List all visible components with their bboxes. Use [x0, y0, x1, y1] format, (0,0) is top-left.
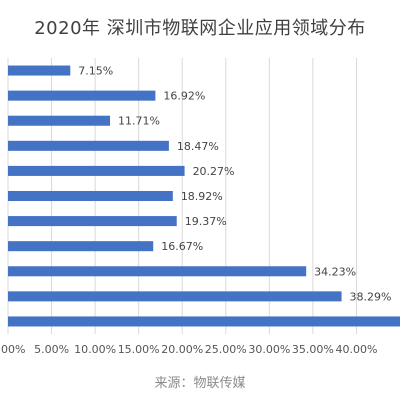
bar-0	[8, 65, 71, 76]
x-tick-label-5: 25.00%	[205, 343, 247, 356]
data-label-3: 18.47%	[177, 140, 219, 153]
data-label-0: 7.15%	[78, 65, 113, 78]
data-label-4: 20.27%	[193, 165, 235, 178]
data-label-9: 38.29%	[350, 290, 392, 303]
bar-1	[8, 90, 156, 101]
data-label-8: 34.23%	[314, 265, 356, 278]
x-tick-label-7: 35.00%	[292, 343, 334, 356]
x-tick-label-3: 15.00%	[118, 343, 160, 356]
x-tick-label-2: 10.00%	[74, 343, 116, 356]
bar-2	[8, 115, 111, 126]
data-label-1: 16.92%	[163, 90, 205, 103]
bar-8	[8, 266, 307, 277]
data-label-2: 11.71%	[118, 115, 160, 128]
bar-4	[8, 165, 185, 176]
chart-title: 2020年 深圳市物联网企业应用领域分布	[34, 18, 366, 39]
x-tick-label-0: 0.00%	[0, 343, 25, 356]
x-tick-label-6: 30.00%	[248, 343, 290, 356]
data-label-5: 18.92%	[181, 190, 223, 203]
bar-5	[8, 190, 173, 202]
data-label-7: 16.67%	[161, 240, 203, 253]
bar-3	[8, 140, 169, 151]
bar-10	[8, 316, 400, 327]
data-label-6: 19.37%	[185, 215, 227, 228]
x-tick-label-1: 5.00%	[34, 343, 69, 356]
x-tick-label-4: 20.00%	[161, 343, 203, 356]
bar-9	[8, 291, 342, 302]
bar-6	[8, 216, 177, 227]
x-tick-label-8: 40.00%	[335, 343, 377, 356]
source-note: 来源：物联传媒	[154, 376, 246, 391]
bar-7	[8, 241, 154, 252]
